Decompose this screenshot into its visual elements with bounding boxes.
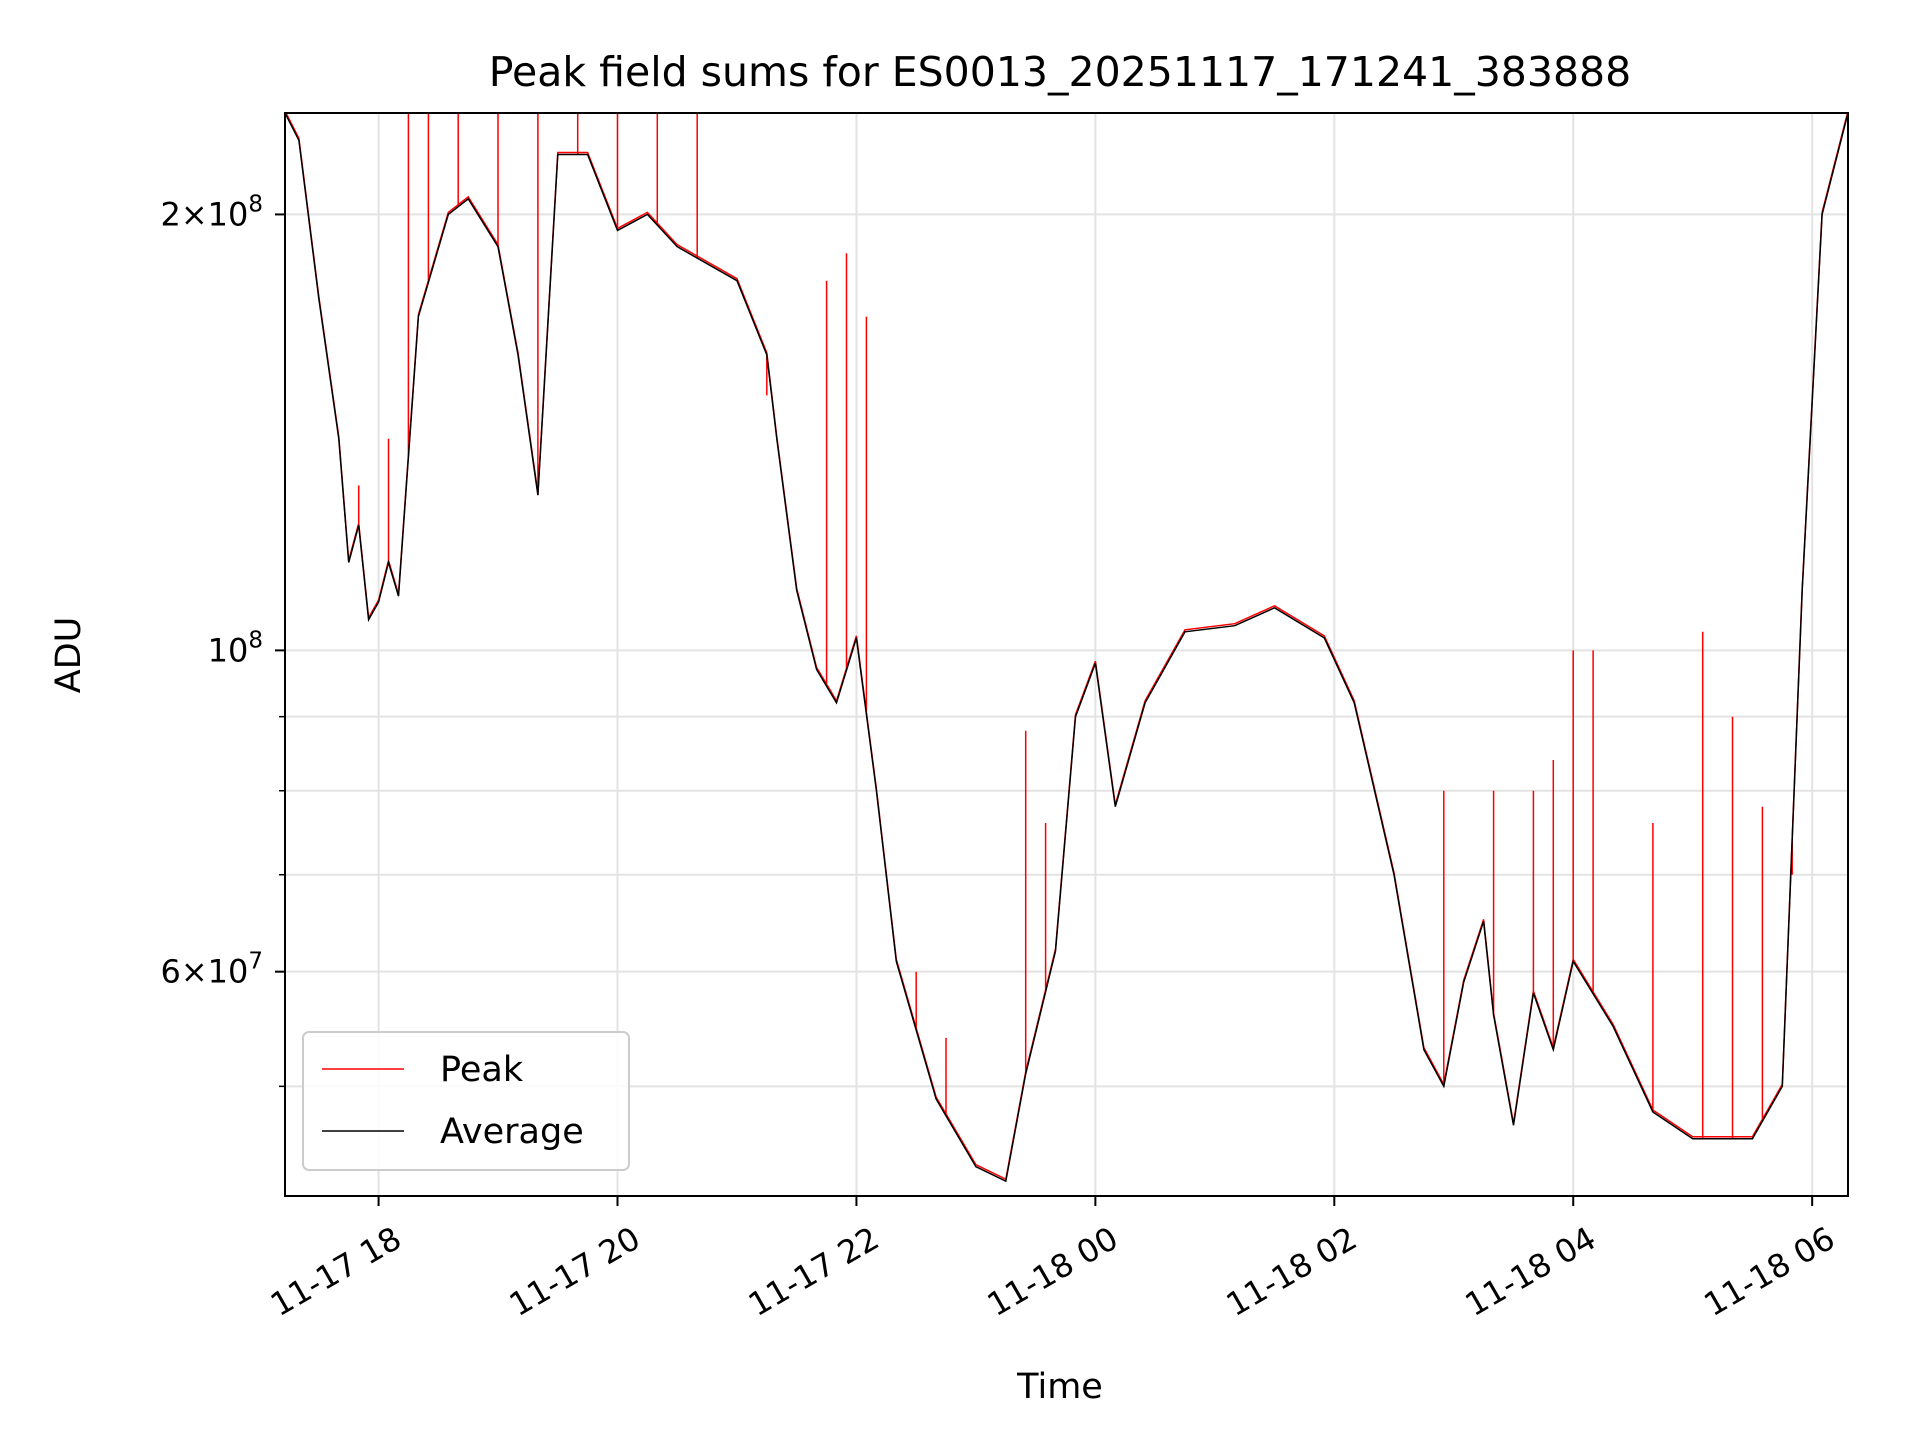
plot-frame [284,112,1849,1197]
y-tick-label: 6×107 [160,949,263,991]
series-clipped [285,113,1848,1183]
peak-series-line [285,113,1848,1181]
y-tick-label: 2×108 [160,191,263,233]
legend-box [302,1031,630,1171]
series-layer [285,113,1848,1183]
legend-average-label: Average [440,1112,584,1152]
x-axis-label: Time [1016,1367,1103,1407]
legend-peak-label: Peak [440,1050,524,1090]
average-series-line [285,113,1848,1183]
y-axis-label: ADU [49,617,89,694]
chart-title: Peak field sums for ES0013_20251117_1712… [489,48,1631,96]
y-tick-label: 108 [208,627,263,669]
legend: Peak Average [302,1031,630,1171]
